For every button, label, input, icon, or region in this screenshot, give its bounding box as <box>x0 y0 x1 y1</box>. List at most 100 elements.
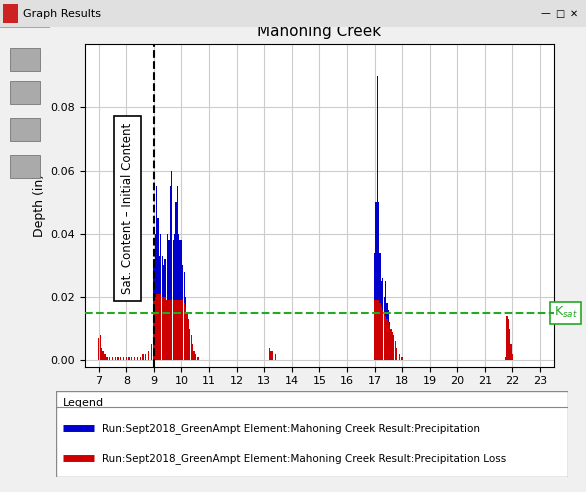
Bar <box>154 259 155 360</box>
Bar <box>115 357 116 360</box>
Bar <box>269 347 270 360</box>
Bar <box>192 344 193 360</box>
Bar <box>385 316 386 360</box>
Bar <box>170 186 171 360</box>
Text: K$_{sat}$: K$_{sat}$ <box>554 305 578 320</box>
Bar <box>174 300 175 360</box>
Bar <box>160 294 161 360</box>
Bar <box>378 300 379 360</box>
Bar <box>382 278 383 360</box>
Bar <box>101 347 102 360</box>
Bar <box>183 304 185 360</box>
Bar <box>178 300 179 360</box>
Bar <box>159 256 160 360</box>
Bar <box>271 351 272 360</box>
Bar <box>120 357 121 360</box>
Text: —: — <box>540 8 550 19</box>
Bar <box>154 300 155 360</box>
Bar <box>182 266 183 360</box>
FancyBboxPatch shape <box>0 0 586 27</box>
Bar <box>190 335 192 360</box>
Bar <box>104 354 105 360</box>
Bar <box>142 357 144 360</box>
Bar <box>175 300 176 360</box>
Bar <box>105 354 106 360</box>
Bar <box>401 357 403 360</box>
Bar <box>107 357 108 360</box>
Bar <box>385 281 386 360</box>
Bar <box>145 357 146 360</box>
Bar <box>185 297 186 360</box>
Bar <box>396 354 397 360</box>
Bar <box>168 240 170 360</box>
Bar <box>386 319 387 360</box>
Bar <box>131 357 132 360</box>
Bar <box>139 357 141 360</box>
Bar <box>505 357 506 360</box>
Bar <box>167 234 168 360</box>
Bar <box>186 313 188 360</box>
Bar <box>374 300 375 360</box>
Bar <box>155 297 156 360</box>
Bar <box>164 259 166 360</box>
Bar <box>509 329 510 360</box>
Bar <box>396 347 397 360</box>
Bar <box>163 297 164 360</box>
Bar <box>151 354 152 360</box>
Bar <box>156 186 157 360</box>
Bar <box>197 357 199 360</box>
Bar <box>137 357 138 360</box>
Bar <box>3 4 18 23</box>
Bar <box>167 300 168 360</box>
Bar <box>100 335 101 360</box>
Bar <box>192 344 193 360</box>
FancyBboxPatch shape <box>56 391 568 477</box>
Bar <box>390 329 391 360</box>
Bar <box>126 357 127 360</box>
Bar <box>379 304 381 360</box>
Bar <box>123 357 124 360</box>
Bar <box>506 316 507 360</box>
Bar <box>392 332 393 360</box>
Bar <box>272 351 273 360</box>
Bar <box>155 234 156 360</box>
Bar <box>112 357 113 360</box>
Bar <box>382 309 383 360</box>
Bar <box>393 335 394 360</box>
Bar <box>166 300 167 360</box>
Bar <box>512 354 513 360</box>
Bar <box>507 319 509 360</box>
Bar <box>131 357 132 360</box>
Bar <box>374 253 375 360</box>
Text: Graph Results: Graph Results <box>23 8 101 19</box>
Bar <box>178 234 179 360</box>
Bar <box>384 297 385 360</box>
Bar <box>186 313 188 360</box>
Bar <box>126 357 127 360</box>
Bar <box>98 338 100 360</box>
Bar <box>393 341 394 360</box>
Bar <box>134 357 135 360</box>
Bar <box>398 354 400 360</box>
Bar <box>197 357 199 360</box>
Bar <box>375 300 377 360</box>
Bar <box>156 294 157 360</box>
Bar <box>185 307 186 360</box>
Bar <box>181 240 182 360</box>
Bar <box>158 294 159 360</box>
Text: ✕: ✕ <box>570 8 578 19</box>
Bar <box>177 300 178 360</box>
Bar <box>128 357 130 360</box>
Bar <box>173 240 174 360</box>
Bar <box>183 272 185 360</box>
Bar <box>159 294 160 360</box>
Bar <box>162 297 163 360</box>
Bar <box>392 335 393 360</box>
Bar <box>389 322 390 360</box>
Bar <box>189 329 190 360</box>
Bar <box>148 357 149 360</box>
Bar <box>151 344 152 360</box>
Bar <box>163 266 164 360</box>
Bar <box>170 300 171 360</box>
Bar <box>174 234 175 360</box>
